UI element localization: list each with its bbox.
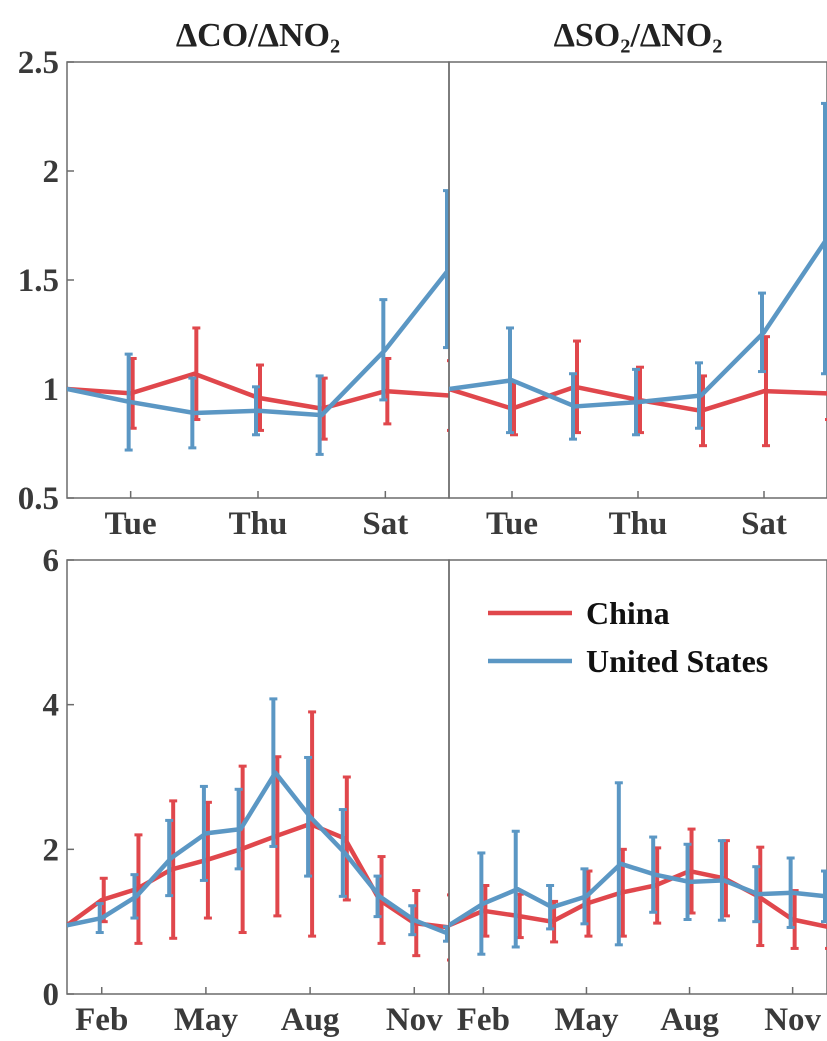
data-point-united-states [573,404,577,409]
data-point-united-states [308,814,313,819]
data-point-united-states [319,413,324,418]
x-tick-label: Tue [486,506,538,542]
data-point-united-states [699,393,703,398]
data-point-united-states [687,879,692,884]
y-tick-label: 4 [43,688,60,724]
x-tick-label: Sat [741,506,787,542]
series-line-china [449,868,827,929]
axes-frame [66,559,450,995]
data-point-united-states [134,894,139,899]
data-point-china [192,371,197,376]
x-tick-label: Feb [457,1002,510,1038]
data-point-united-states [550,905,555,910]
data-point-united-states [449,387,451,391]
panel-weekly-co: Tue Thu Sat 0.5 1 1.5 2 2.5 [18,45,450,542]
y-tick-label: 2 [43,154,60,190]
data-point-united-states [342,850,347,855]
data-point-united-states [618,861,623,866]
data-point-china [99,897,104,902]
x-tick-label: Feb [75,1002,128,1038]
y-tick-label: 0 [43,977,60,1013]
data-point-united-states [510,378,514,383]
data-point-united-states [67,923,69,928]
x-tick-label: Aug [660,1002,719,1038]
data-point-united-states [412,918,417,923]
y-tick-label: 1 [43,372,60,408]
legend-label-china: China [586,595,670,631]
x-tick-label: Nov [764,1002,821,1038]
x-tick-label: May [554,1002,619,1038]
data-point-united-states [481,901,486,906]
data-point-united-states [192,410,197,415]
data-point-united-states [515,887,520,892]
data-point-united-states [449,923,451,928]
x-tick-label: Nov [386,1002,443,1038]
panel-monthly-co: Feb May Aug Nov 0 2 4 6 [43,543,450,1038]
data-point-united-states [67,387,69,391]
panel-monthly-so2: Feb May Aug Nov [448,559,827,1038]
data-point-united-states [203,831,208,836]
x-tick-label: May [174,1002,239,1038]
x-tick-label: Thu [229,506,288,542]
data-point-united-states [273,770,278,775]
panels: Tue Thu Sat 0.5 1 1.5 2 2.5 Tue Thu Sat Feb May Aug No… [18,45,827,1038]
data-point-united-states [128,400,133,405]
data-point-united-states [790,890,795,895]
panel-title: ΔSO₂/ΔNO₂ [554,17,723,54]
data-point-united-states [636,400,640,405]
data-point-united-states [99,916,104,921]
data-point-united-states [756,892,761,897]
panel-title: ΔCO/ΔNO₂ [176,17,340,54]
data-point-united-states [653,872,658,877]
x-tick-label: Sat [362,506,408,542]
legend-label-united-states: United States [586,643,768,679]
axes-frame [448,559,827,995]
x-tick-label: Tue [105,506,157,542]
series-line-united-states [449,861,827,928]
y-tick-label: 2.5 [18,45,59,81]
y-tick-label: 1.5 [18,263,59,299]
data-point-united-states [169,856,174,861]
data-point-united-states [762,330,766,335]
data-point-united-states [256,408,260,413]
x-tick-label: Thu [609,506,668,542]
data-point-united-states [584,894,589,899]
y-tick-label: 2 [43,832,60,868]
series-line-china [67,821,449,930]
y-tick-label: 0.5 [18,481,59,517]
panel-weekly-so2: Tue Thu Sat [448,61,827,542]
data-point-united-states [383,347,388,352]
series-line-united-states [67,770,449,937]
data-point-united-states [721,878,726,883]
panel-titles: ΔCO/ΔNO₂ ΔSO₂/ΔNO₂ [176,17,723,54]
data-point-united-states [238,827,243,832]
y-tick-label: 6 [43,543,60,579]
legend: China United States [488,595,768,679]
data-point-china [762,389,766,394]
data-point-united-states [377,894,382,899]
x-tick-label: Aug [281,1002,340,1038]
